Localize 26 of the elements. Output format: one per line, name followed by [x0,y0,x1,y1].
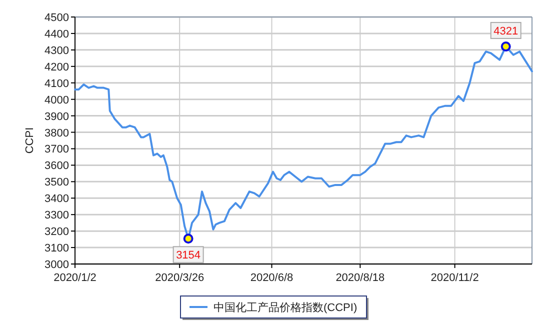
annotation: 4321 [494,25,518,38]
y-tick-label: 4400 [44,28,69,40]
y-tick-label: 3300 [44,210,69,222]
y-tick-label: 3200 [44,226,69,238]
y-tick-label: 4500 [44,12,69,24]
x-tick-label: 2020/3/26 [155,272,204,284]
y-tick-label: 3100 [44,242,69,255]
x-tick-label: 2020/11/2 [430,272,479,284]
y-tick-label: 3400 [44,193,69,206]
x-tick-label: 2020/6/8 [250,272,294,284]
y-tick-label: 3500 [44,176,69,189]
annotation: 3154 [176,250,201,262]
y-tick-label: 3900 [44,110,69,123]
y-tick-label: 3600 [44,160,69,172]
y-tick-label: 4000 [44,94,69,106]
y-axis-title: CCPI [24,127,36,154]
y-tick-label: 4300 [44,44,69,57]
legend-label: 中国化工产品价格指数(CCPI) [214,301,358,314]
y-tick-label: 3800 [44,127,69,140]
y-tick-label: 4200 [44,61,69,74]
x-tick-label: 2020/1/2 [54,272,96,284]
y-tick-label: 3700 [44,144,69,156]
x-tick-label: 2020/8/18 [336,272,385,284]
y-tick-label: 3000 [44,259,69,271]
legend: 中国化工产品价格指数(CCPI) [180,296,368,320]
y-tick-label: 4100 [44,78,69,90]
